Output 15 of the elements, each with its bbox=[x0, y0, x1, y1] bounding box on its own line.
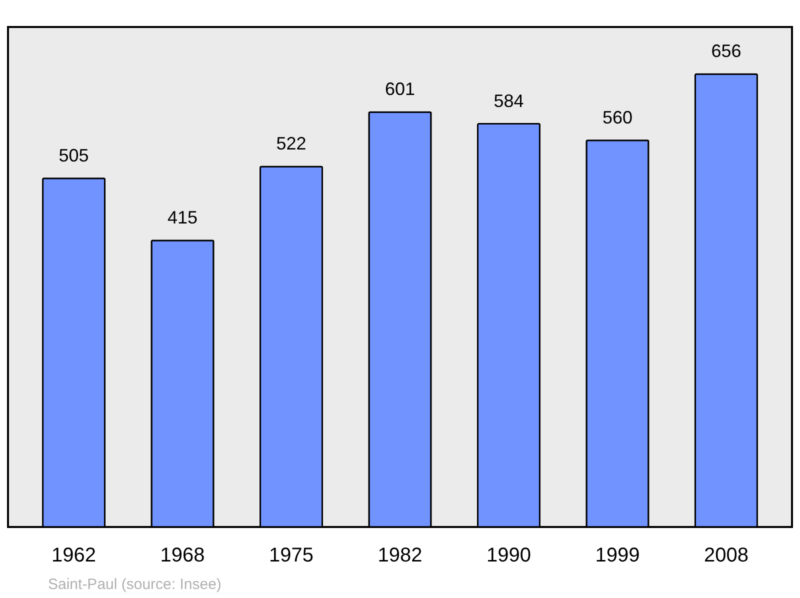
x-tick-label: 1962 bbox=[52, 544, 96, 566]
data-label: 601 bbox=[384, 79, 416, 100]
data-label: 584 bbox=[494, 90, 524, 111]
data-label: 415 bbox=[168, 207, 198, 228]
x-tick-label: 1990 bbox=[486, 544, 531, 566]
x-tick-label: 1982 bbox=[378, 544, 422, 566]
text: Saint-Paul (source: Insee) bbox=[48, 576, 222, 593]
data-label: 522 bbox=[276, 134, 306, 154]
x-tick-label: 2008 bbox=[704, 544, 748, 566]
x-tick-label: 1975 bbox=[269, 544, 314, 566]
x-tick-label: 1999 bbox=[595, 544, 640, 566]
data-label: 505 bbox=[58, 145, 89, 166]
x-tick-label: 1968 bbox=[160, 544, 205, 566]
data-label: 656 bbox=[711, 41, 742, 62]
data-label: 560 bbox=[602, 107, 632, 128]
